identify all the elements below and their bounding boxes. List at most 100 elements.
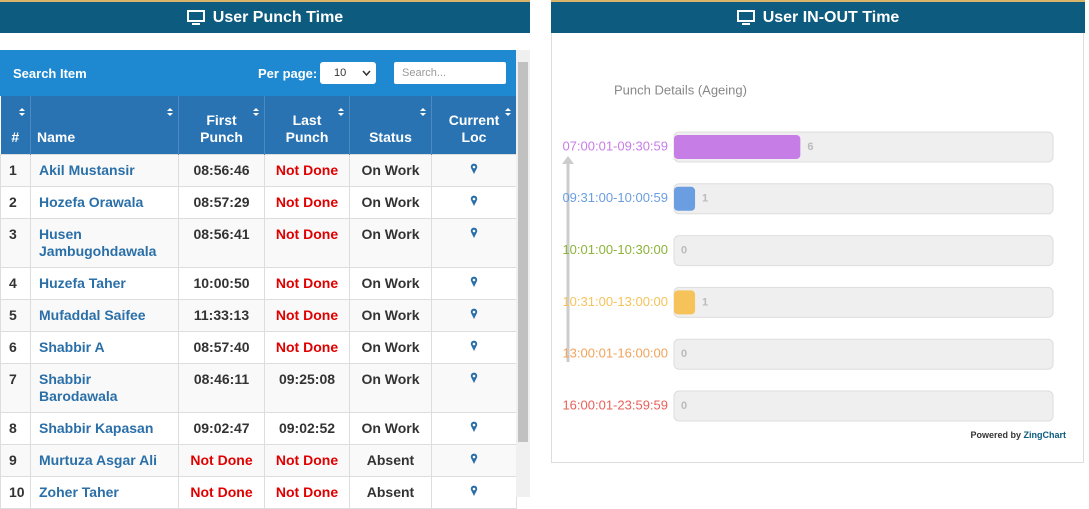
table-cell: Not Done xyxy=(264,186,350,219)
table-row: 6 Shabbir A 08:57:40 Not Done On Work xyxy=(0,331,517,364)
pin-hole xyxy=(472,423,476,427)
table-cell: On Work xyxy=(349,186,432,219)
pin xyxy=(470,485,478,496)
category-label: 10:31:00-13:00:00 xyxy=(562,294,668,309)
pin-hole xyxy=(472,310,476,314)
pin xyxy=(470,372,478,383)
credit: Powered by ZingChart xyxy=(970,430,1066,440)
table-cell: 9 xyxy=(0,444,31,477)
table-cell: 11:33:13 xyxy=(178,299,265,332)
loc-cell xyxy=(431,186,517,219)
column-header: Last Punch xyxy=(264,96,350,155)
pin-icon xyxy=(470,163,478,174)
pin xyxy=(470,195,478,206)
column-header: # xyxy=(0,96,31,155)
punch-table: # Name First Punch Last Punch Status Current … xyxy=(0,96,517,509)
pin-icon xyxy=(470,276,478,287)
pin-hole xyxy=(472,374,476,378)
value-label: 0 xyxy=(681,348,687,360)
pin xyxy=(470,308,478,319)
pin xyxy=(470,227,478,238)
bar-track xyxy=(673,183,1054,215)
value-label: 1 xyxy=(702,193,708,205)
column-header: Name xyxy=(30,96,179,155)
table-cell: Shabbir Barodawala xyxy=(30,363,179,413)
column-header: Current Loc xyxy=(431,96,517,155)
value-label: 0 xyxy=(681,245,687,257)
table-cell: Huzefa Taher xyxy=(30,267,179,300)
table-cell: 3 xyxy=(0,218,31,268)
panel-title: User Punch Time xyxy=(212,8,344,26)
table-cell: 08:46:11 xyxy=(178,363,265,413)
pin-icon xyxy=(470,372,478,383)
table-row: 7 Shabbir Barodawala 08:46:11 09:25:08 On Wo… xyxy=(0,363,517,413)
value-label: 1 xyxy=(702,296,708,308)
per-page-value: 10 xyxy=(334,67,347,79)
column-header: First Punch xyxy=(178,96,265,155)
bar xyxy=(674,290,696,315)
column-header: Status xyxy=(349,96,432,155)
table-row: 8 Shabbir Kapasan 09:02:47 09:02:52 On Work xyxy=(0,412,517,445)
bar-track xyxy=(673,286,1054,318)
pin-icon xyxy=(470,227,478,238)
pin-icon xyxy=(470,421,478,432)
table-cell: 08:57:40 xyxy=(178,331,265,364)
bar xyxy=(674,186,696,211)
search-input[interactable]: Search... xyxy=(394,62,506,84)
table-cell: On Work xyxy=(349,218,432,268)
pin-hole xyxy=(472,487,476,491)
pin-hole xyxy=(472,455,476,459)
per-page-select[interactable]: 10 xyxy=(320,62,376,84)
pin-hole xyxy=(472,229,476,233)
table-cell: 1 xyxy=(0,154,31,187)
credit-prefix: Powered by xyxy=(970,430,1021,440)
scrollbar[interactable] xyxy=(516,50,530,497)
value-label: 6 xyxy=(807,141,813,153)
scroll-thumb[interactable] xyxy=(518,62,528,442)
bar-track xyxy=(673,390,1054,422)
table-row: 9 Murtuza Asgar Ali Not Done Not Done Absent xyxy=(0,444,517,477)
per-page-label: Per page: xyxy=(258,66,318,81)
table-cell: Not Done xyxy=(264,331,350,364)
table-cell: 09:02:47 xyxy=(178,412,265,445)
arrow-head xyxy=(562,156,574,164)
table-cell: Not Done xyxy=(264,154,350,187)
table-row: 1 Akil Mustansir 08:56:46 Not Done On Work xyxy=(0,154,517,187)
search-bar: Search Item Per page: 10 Search... xyxy=(0,50,516,96)
category-label: 16:00:01-23:59:59 xyxy=(562,397,668,412)
pin-hole xyxy=(472,197,476,201)
pin-icon xyxy=(470,195,478,206)
table-cell: Husen Jambugohdawala xyxy=(30,218,179,268)
table-row: 3 Husen Jambugohdawala 08:56:41 Not Done On … xyxy=(0,218,517,268)
pin-icon xyxy=(470,485,478,496)
pin-hole xyxy=(472,342,476,346)
loc-cell xyxy=(431,444,517,477)
credit-brand: ZingChart xyxy=(1024,430,1067,440)
search-placeholder: Search... xyxy=(402,67,447,79)
pin-icon xyxy=(470,453,478,464)
category-label: 09:31:00-10:00:59 xyxy=(562,190,668,205)
pin xyxy=(470,421,478,432)
category-label: 07:00:01-09:30:59 xyxy=(562,138,668,153)
loc-cell xyxy=(431,218,517,268)
pin xyxy=(470,340,478,351)
caret xyxy=(362,70,371,76)
pin xyxy=(470,276,478,287)
pin xyxy=(470,453,478,464)
table-cell: Mufaddal Saifee xyxy=(30,299,179,332)
monitor-icon xyxy=(186,9,205,25)
table-cell: 08:56:41 xyxy=(178,218,265,268)
table-cell: On Work xyxy=(349,331,432,364)
table-cell: Not Done xyxy=(264,444,350,477)
table-cell: Not Done xyxy=(178,444,265,477)
pin-icon xyxy=(470,340,478,351)
category-label: 13:00:01-16:00:00 xyxy=(562,346,668,361)
right-header: User IN-OUT Time xyxy=(551,0,1085,33)
table-cell: Murtuza Asgar Ali xyxy=(30,444,179,477)
table-cell: Akil Mustansir xyxy=(30,154,179,187)
category-label: 10:01:00-10:30:00 xyxy=(562,242,668,257)
bar-track xyxy=(673,235,1054,267)
pin-hole xyxy=(472,278,476,282)
